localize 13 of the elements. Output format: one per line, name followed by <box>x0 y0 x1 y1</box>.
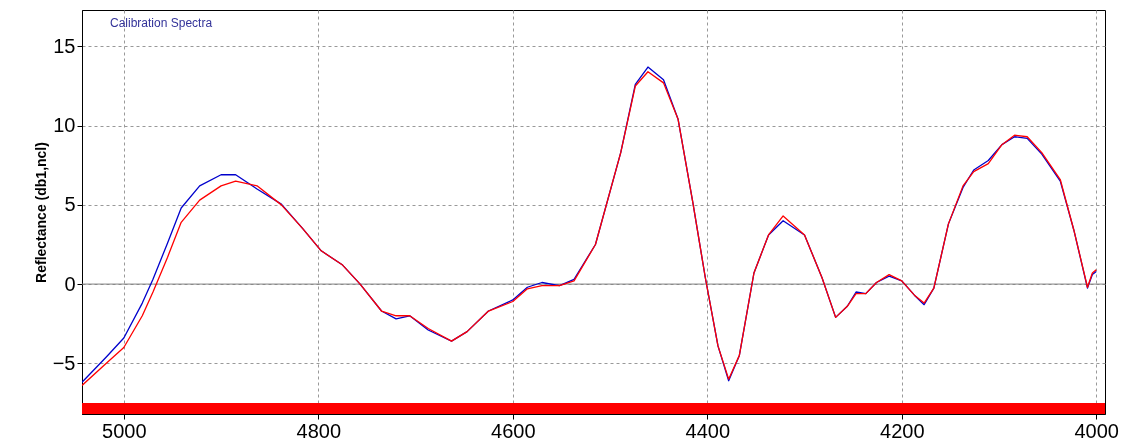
x-tick-label: 5000 <box>102 419 147 442</box>
x-tick-label: 4800 <box>296 419 342 442</box>
x-tick-label: 4200 <box>880 419 925 442</box>
y-tick-label: −5 <box>52 351 76 374</box>
x-tick-label: 4000 <box>1074 419 1119 442</box>
x-tick-label: 4400 <box>685 419 731 442</box>
y-tick-label: 5 <box>64 193 76 216</box>
annotation: Calibration Spectra <box>110 16 213 30</box>
y-tick-label: 10 <box>53 114 76 137</box>
y-tick-label: 15 <box>53 34 76 57</box>
x-tick-label: 4600 <box>491 419 536 442</box>
y-tick-label: 0 <box>64 272 76 295</box>
y-axis-title: Reflectance (db1,ncl) <box>32 142 49 283</box>
